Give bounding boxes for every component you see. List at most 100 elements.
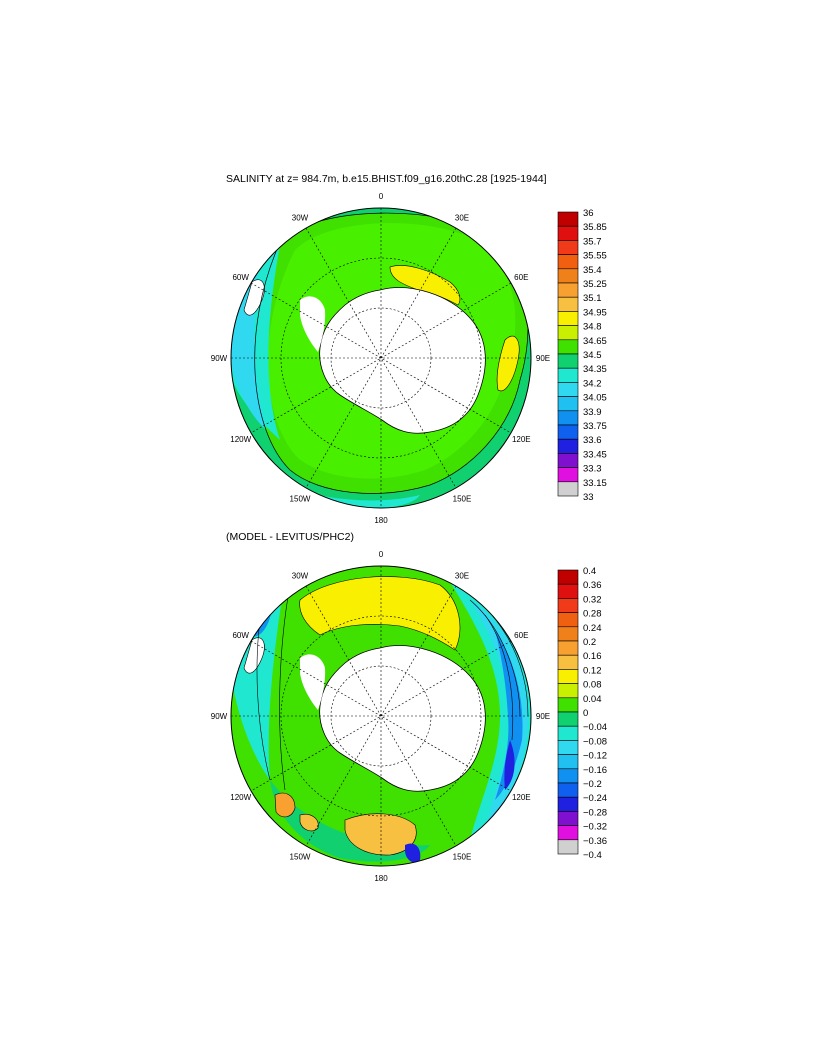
colorbar-swatch bbox=[557, 396, 579, 412]
colorbar-swatch bbox=[557, 282, 579, 298]
colorbar-swatch bbox=[557, 697, 579, 713]
lon-label: 180 bbox=[374, 874, 388, 883]
colorbar-label: −0.2 bbox=[583, 779, 602, 790]
colorbar-label: 34.8 bbox=[583, 322, 602, 333]
colorbar-swatch bbox=[557, 453, 579, 468]
colorbar-swatch bbox=[557, 367, 579, 383]
colorbar-swatch bbox=[557, 325, 579, 341]
colorbar-label: 0.04 bbox=[583, 694, 602, 705]
colorbar-swatch bbox=[557, 339, 579, 355]
lon-label: 60W bbox=[232, 273, 249, 282]
colorbars-layer: 36 35.85 35.7 35.55 35.4 35.25 35.1 34.95 34.8 34… bbox=[557, 208, 607, 861]
colorbar-swatch bbox=[557, 612, 579, 628]
colorbar-label: −0.12 bbox=[583, 751, 607, 762]
colorbar-swatch bbox=[557, 225, 579, 241]
colorbar-swatch bbox=[557, 211, 579, 227]
colorbar-swatch bbox=[557, 683, 579, 699]
colorbar-label: 34.35 bbox=[583, 364, 607, 375]
colorbar-label: −0.28 bbox=[583, 807, 607, 818]
colorbar-label: 0.28 bbox=[583, 609, 602, 620]
colorbar-label: 35.4 bbox=[583, 265, 602, 276]
colorbar-swatch bbox=[557, 254, 579, 270]
lon-label: 0 bbox=[379, 550, 384, 559]
lon-label: 120W bbox=[230, 793, 251, 802]
lon-label: 60W bbox=[232, 631, 249, 640]
colorbar-label: −0.16 bbox=[583, 765, 607, 776]
colorbar-swatch bbox=[557, 654, 579, 670]
lon-label: 120E bbox=[512, 435, 531, 444]
colorbar-swatch bbox=[557, 640, 579, 656]
lon-label: 150E bbox=[453, 852, 472, 861]
lon-label: 150W bbox=[290, 494, 311, 503]
lon-label: 90E bbox=[536, 712, 550, 721]
colorbar-swatch bbox=[557, 268, 579, 284]
colorbar-swatch bbox=[557, 740, 579, 755]
lon-label: 30E bbox=[455, 214, 469, 223]
colorbar-label: 0.36 bbox=[583, 580, 602, 591]
colorbar-label: −0.4 bbox=[583, 850, 602, 861]
lon-label: 90W bbox=[211, 712, 228, 721]
colorbar-swatch bbox=[557, 438, 579, 454]
colorbar-label: 33.3 bbox=[583, 464, 602, 475]
lon-label: 150W bbox=[290, 852, 311, 861]
colorbar-label: −0.04 bbox=[583, 722, 607, 733]
lon-label: 60E bbox=[514, 631, 528, 640]
colorbar-label: 35.25 bbox=[583, 279, 607, 290]
colorbar-swatch bbox=[557, 481, 579, 497]
colorbar-label: 34.95 bbox=[583, 307, 607, 318]
colorbar-label: 35.85 bbox=[583, 222, 607, 233]
lon-label: 90W bbox=[211, 354, 228, 363]
colorbar-label: 0.08 bbox=[583, 680, 602, 691]
colorbar-swatch bbox=[557, 796, 579, 812]
colorbar-label: 33.9 bbox=[583, 407, 602, 418]
colorbar-swatch bbox=[557, 711, 579, 727]
lon-label: 30W bbox=[292, 214, 309, 223]
colorbar-swatch bbox=[557, 768, 579, 784]
colorbar-swatch bbox=[557, 725, 579, 741]
panel1-title: SALINITY at z= 984.7m, b.e15.BHIST.f09_g… bbox=[226, 173, 547, 185]
colorbar-swatch bbox=[557, 825, 579, 841]
colorbar-swatch bbox=[557, 811, 579, 826]
lon-label: 150E bbox=[453, 494, 472, 503]
colorbar-swatch bbox=[557, 669, 579, 684]
colorbar-label: 34.5 bbox=[583, 350, 602, 361]
colorbar-label: 33.75 bbox=[583, 421, 607, 432]
colorbar-swatch bbox=[557, 839, 579, 855]
colorbar-label: 0 bbox=[583, 708, 588, 719]
colorbar-label: 33.45 bbox=[583, 449, 607, 460]
colorbar-swatch bbox=[557, 569, 579, 585]
colorbar-label: 35.55 bbox=[583, 251, 607, 262]
colorbar-swatch bbox=[557, 754, 579, 770]
lon-label: 180 bbox=[374, 516, 388, 525]
lon-label: 0 bbox=[379, 192, 384, 201]
lon-label: 120E bbox=[512, 793, 531, 802]
colorbar-swatch bbox=[557, 382, 579, 397]
colorbar-label: 0.24 bbox=[583, 623, 602, 634]
labels-layer: 0 30E 60E 90E 120E 150E 180 150W 120W 90W 60W 30W 0 3… bbox=[211, 192, 550, 883]
difference-map bbox=[230, 565, 532, 867]
colorbar-swatch bbox=[557, 598, 579, 613]
colorbar-label: 0.32 bbox=[583, 594, 602, 605]
colorbar-label: 33.6 bbox=[583, 435, 602, 446]
colorbar-label: 33.15 bbox=[583, 478, 607, 489]
colorbar-swatch bbox=[557, 296, 579, 312]
colorbar-label: 34.05 bbox=[583, 393, 607, 404]
colorbar-label: 0.16 bbox=[583, 651, 602, 662]
colorbar-swatch bbox=[557, 240, 579, 255]
colorbar-swatch bbox=[557, 467, 579, 483]
lon-label: 30E bbox=[455, 572, 469, 581]
colorbar-label: −0.24 bbox=[583, 793, 607, 804]
lon-label: 60E bbox=[514, 273, 528, 282]
colorbar-label: 35.1 bbox=[583, 293, 602, 304]
colorbar-label: 0.12 bbox=[583, 665, 602, 676]
colorbar-label: −0.36 bbox=[583, 836, 607, 847]
lon-label: 90E bbox=[536, 354, 550, 363]
colorbar-swatch bbox=[557, 583, 579, 599]
colorbar-label: 33 bbox=[583, 492, 594, 503]
colorbar-label: 35.7 bbox=[583, 236, 602, 247]
colorbar-swatch bbox=[557, 353, 579, 369]
colorbar-swatch bbox=[557, 410, 579, 426]
colorbar-swatch bbox=[557, 424, 579, 440]
colorbar-swatch bbox=[557, 311, 579, 326]
